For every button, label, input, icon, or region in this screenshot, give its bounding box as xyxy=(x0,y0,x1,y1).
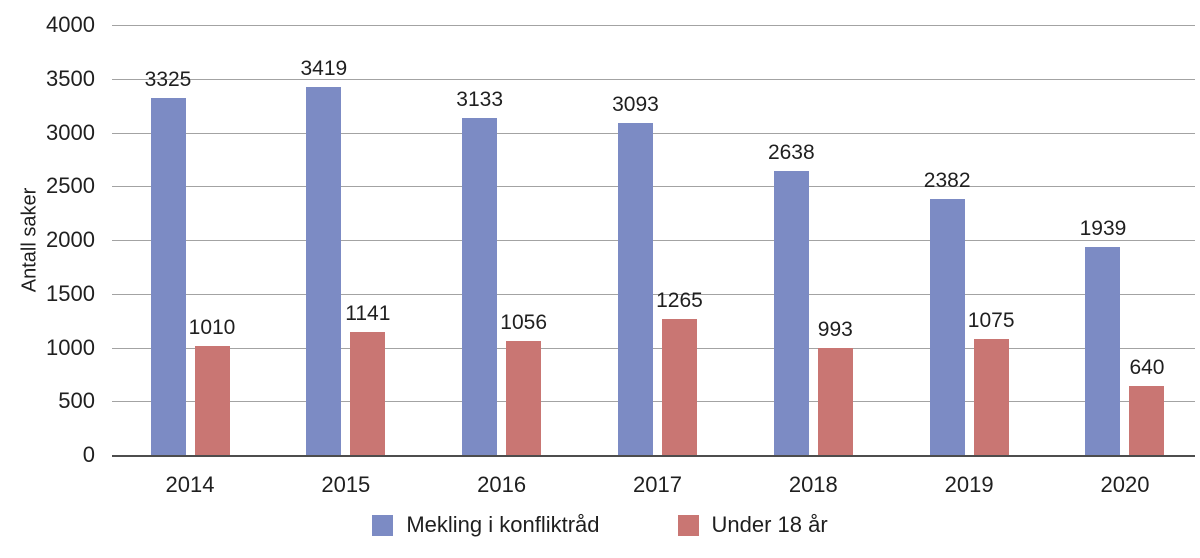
bar-value-label: 3419 xyxy=(300,57,348,81)
y-axis-title: Antall saker xyxy=(18,187,41,293)
bar-value-label: 1265 xyxy=(656,289,703,313)
bar-value-label: 1010 xyxy=(188,316,236,340)
x-axis-tick-label: 2019 xyxy=(944,472,994,497)
gridline xyxy=(112,132,1195,134)
x-axis-tick-label: 2017 xyxy=(633,472,682,497)
bar-value-label: 1141 xyxy=(345,302,391,326)
chart-legend: Mekling i konfliktråd Under 18 år xyxy=(0,512,1200,538)
gridline xyxy=(112,78,1195,80)
gridline xyxy=(112,293,1195,295)
bar-under-18-ar: 640 xyxy=(1129,356,1164,455)
bar-groups: 3325 1010 2014 3419 1141 2015 3133 1056 2016 3093… xyxy=(112,25,1195,497)
y-axis-tick-label: 1000 xyxy=(46,334,95,360)
bar-mekling-i-konfliktrad: 3133 xyxy=(456,88,503,455)
y-axis-tick-label: 4000 xyxy=(46,12,95,37)
x-axis-tick-label: 2015 xyxy=(321,472,371,497)
bar-under-18-ar: 1265 xyxy=(656,289,703,455)
bar-mekling-i-konfliktrad: 3093 xyxy=(612,93,659,455)
bar-value-label: 3133 xyxy=(456,88,504,112)
gridline xyxy=(112,186,1195,188)
legend-label: Mekling i konfliktråd xyxy=(406,512,600,537)
bar-group: 2382 1075 2019 xyxy=(924,25,1015,497)
bar-value-label: 993 xyxy=(817,318,853,342)
bar-value-label: 2382 xyxy=(923,168,971,192)
gridline xyxy=(112,25,1195,26)
gridline xyxy=(112,240,1195,241)
legend-swatch xyxy=(677,514,699,536)
y-axis-tick-label: 2500 xyxy=(46,173,95,199)
plot-area: 3325 1010 2014 3419 1141 2015 3133 1056 2016 3093… xyxy=(112,25,1195,497)
bar-under-18-ar: 1056 xyxy=(500,311,547,455)
y-axis-tick-label: 3500 xyxy=(46,65,95,91)
bar-value-label: 1056 xyxy=(500,311,548,335)
bar-under-18-ar: 1010 xyxy=(189,316,235,455)
y-axis-tick-label: 0 xyxy=(82,442,95,467)
bar-mekling-i-konfliktrad: 3419 xyxy=(300,57,347,455)
bar-under-18-ar: 1141 xyxy=(345,302,390,455)
y-axis-tick-label: 2000 xyxy=(46,227,95,252)
bar-under-18-ar: 993 xyxy=(818,318,853,455)
legend-item: Mekling i konfliktråd xyxy=(372,512,600,538)
y-axis-tick-label: 500 xyxy=(58,388,95,414)
bar-group: 3093 1265 2017 xyxy=(612,25,703,497)
x-axis-tick-label: 2018 xyxy=(788,472,838,497)
legend-item: Under 18 år xyxy=(677,512,828,538)
legend-label: Under 18 år xyxy=(711,512,828,537)
bar-group: 3133 1056 2016 xyxy=(456,25,547,497)
bar-mekling-i-konfliktrad: 2638 xyxy=(768,141,815,455)
gridline xyxy=(112,347,1195,349)
gridline xyxy=(112,401,1195,403)
bar-group: 1939 640 2020 xyxy=(1080,25,1165,497)
bar-value-label: 1939 xyxy=(1079,216,1127,240)
x-axis-tick-label: 2016 xyxy=(477,472,527,497)
bar-group: 2638 993 2018 xyxy=(768,25,853,497)
bar-value-label: 3325 xyxy=(144,67,192,91)
bar-value-label: 1075 xyxy=(967,309,1015,333)
x-axis-tick-label: 2014 xyxy=(165,472,215,497)
legend-swatch xyxy=(372,514,394,536)
bar-group: 3419 1141 2015 xyxy=(300,25,390,497)
bar-mekling-i-konfliktrad: 2382 xyxy=(924,169,971,455)
bar-value-label: 640 xyxy=(1129,356,1165,380)
bar-mekling-i-konfliktrad: 3325 xyxy=(145,68,191,455)
bar-group: 3325 1010 2014 xyxy=(145,25,236,497)
bar-mekling-i-konfliktrad: 1939 xyxy=(1080,217,1126,455)
y-axis-tick-label: 3000 xyxy=(46,119,95,145)
y-axis-tick-label: 1500 xyxy=(46,280,95,306)
x-axis-tick-label: 2020 xyxy=(1100,472,1150,497)
bar-under-18-ar: 1075 xyxy=(968,309,1015,455)
bar-value-label: 2638 xyxy=(767,141,815,165)
bar-value-label: 3093 xyxy=(612,92,659,116)
